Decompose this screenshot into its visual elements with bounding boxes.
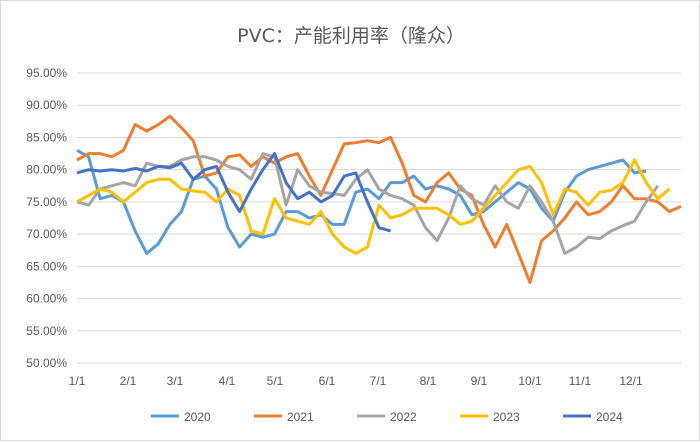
series-line-2022 — [76, 152, 660, 255]
x-tick-label: 1/1 — [69, 374, 86, 388]
x-tick-label: 2/1 — [120, 374, 137, 388]
x-tick-label: 4/1 — [219, 374, 236, 388]
y-tick-label: 65.00% — [26, 259, 67, 273]
y-tick-label: 50.00% — [26, 356, 67, 370]
y-tick-label: 70.00% — [26, 227, 67, 241]
y-tick-label: 90.00% — [26, 98, 67, 112]
x-tick-label: 8/1 — [420, 374, 437, 388]
x-tick-label: 9/1 — [471, 374, 488, 388]
x-tick-label: 6/1 — [319, 374, 336, 388]
x-tick-label: 12/1 — [619, 374, 643, 388]
y-tick-label: 60.00% — [26, 292, 67, 306]
y-tick-label: 55.00% — [26, 324, 67, 338]
series-line-2024 — [76, 152, 391, 233]
y-tick-label: 80.00% — [26, 163, 67, 177]
x-tick-label: 11/1 — [569, 374, 592, 388]
legend-label-2020: 2020 — [184, 410, 211, 424]
chart-title: PVC：产能利用率（隆众） — [237, 25, 465, 47]
x-tick-label: 7/1 — [370, 374, 387, 388]
legend-label-2024: 2024 — [596, 410, 623, 424]
series-line-2023 — [76, 158, 671, 255]
legend-label-2023: 2023 — [493, 410, 520, 424]
y-tick-label: 95.00% — [26, 66, 67, 80]
y-tick-label: 85.00% — [26, 130, 67, 144]
series-line-2021 — [76, 114, 682, 284]
y-tick-label: 75.00% — [26, 195, 67, 209]
x-tick-label: 10/1 — [518, 374, 542, 388]
x-tick-label: 3/1 — [167, 374, 184, 388]
x-tick-label: 5/1 — [267, 374, 284, 388]
legend-label-2021: 2021 — [287, 410, 314, 424]
legend-label-2022: 2022 — [390, 410, 417, 424]
